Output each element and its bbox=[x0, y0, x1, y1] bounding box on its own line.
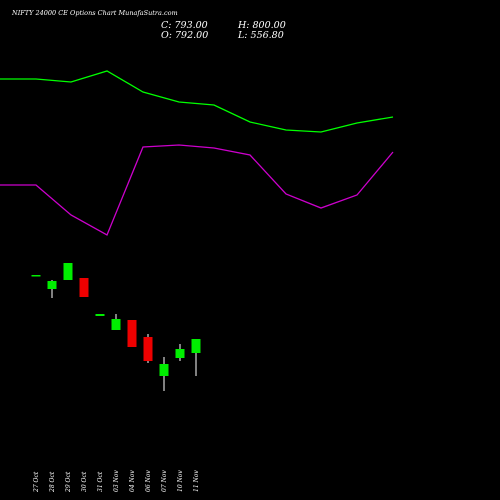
x-tick-label: 06 Nov bbox=[145, 470, 152, 492]
upper-indicator-line bbox=[0, 70, 394, 133]
candle-up bbox=[47, 281, 57, 289]
x-tick-label: 10 Nov bbox=[177, 470, 184, 492]
x-tick-label: 28 Oct bbox=[49, 471, 56, 493]
x-tick-label: 30 Oct bbox=[81, 471, 88, 492]
open-value: O: 792.00 bbox=[161, 30, 209, 41]
close-value: C: 793.00 bbox=[161, 20, 208, 31]
candle-up bbox=[191, 339, 201, 353]
candle-up bbox=[175, 349, 185, 358]
x-tick-label: 31 Oct bbox=[97, 471, 104, 492]
lower-indicator-line bbox=[0, 144, 394, 236]
candle-down bbox=[79, 278, 89, 297]
x-tick-label: 07 Nov bbox=[161, 470, 168, 492]
x-tick-label: 03 Nov bbox=[113, 470, 120, 492]
chart-title: NIFTY 24000 CE Options Chart MunafaSutra… bbox=[12, 9, 178, 17]
candle-up bbox=[31, 275, 41, 277]
candle-down bbox=[127, 320, 137, 347]
low-value: L: 556.80 bbox=[238, 30, 284, 41]
x-tick-label: 27 Oct bbox=[33, 471, 40, 493]
x-tick-label: 29 Oct bbox=[65, 471, 72, 493]
candle-up bbox=[63, 263, 73, 280]
candle-up bbox=[95, 314, 105, 316]
candle-up bbox=[111, 319, 121, 330]
x-tick-label: 11 Nov bbox=[193, 470, 200, 492]
x-tick-label: 04 Nov bbox=[129, 470, 136, 492]
candle-up bbox=[159, 364, 169, 376]
candle-down bbox=[143, 337, 153, 361]
high-value: H: 800.00 bbox=[238, 20, 286, 31]
